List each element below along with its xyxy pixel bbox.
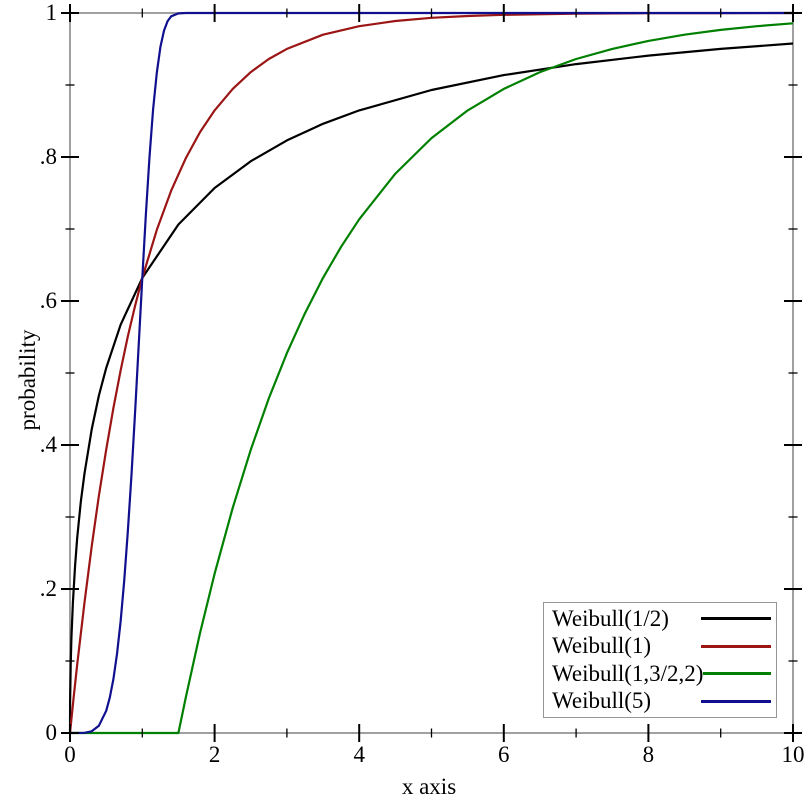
legend-item: Weibull(1,3/2,2): [552, 661, 771, 687]
y-tick-label: .2: [39, 576, 57, 601]
curve-2: [70, 22, 794, 735]
x-tick-label: 10: [781, 742, 805, 767]
legend-line-swatch: [701, 644, 771, 648]
y-tick-label: .6: [39, 288, 57, 313]
y-tick-label: .4: [39, 432, 57, 457]
x-tick-label: 0: [64, 742, 76, 767]
y-tick-label: 0: [45, 720, 58, 745]
curve-1: [68, 11, 794, 734]
y-axis-title: probability: [15, 329, 40, 431]
curve-3: [69, 11, 793, 735]
x-axis-title: x axis: [401, 774, 457, 799]
curve-0: [68, 42, 794, 734]
y-tick-label: .8: [39, 144, 57, 169]
legend-item-label: Weibull(1,3/2,2): [552, 660, 704, 686]
x-tick-label: 6: [498, 742, 510, 767]
x-tick-label: 2: [208, 742, 221, 767]
legend-item-label: Weibull(5): [552, 688, 652, 714]
y-tick-label: 1: [45, 0, 58, 25]
x-tick-label: 8: [642, 742, 655, 767]
legend-item-label: Weibull(1): [552, 633, 652, 659]
legend-item: Weibull(5): [552, 688, 771, 714]
legend-line-swatch: [703, 672, 771, 676]
x-tick-label: 4: [353, 742, 365, 767]
legend: Weibull(1/2) Weibull(1) Weibull(1,3/2,2) We…: [543, 602, 777, 718]
legend-item: Weibull(1): [552, 633, 771, 659]
legend-item-label: Weibull(1/2): [552, 605, 669, 631]
legend-item: Weibull(1/2): [552, 606, 771, 632]
legend-line-swatch: [701, 699, 771, 703]
legend-line-swatch: [701, 617, 771, 621]
